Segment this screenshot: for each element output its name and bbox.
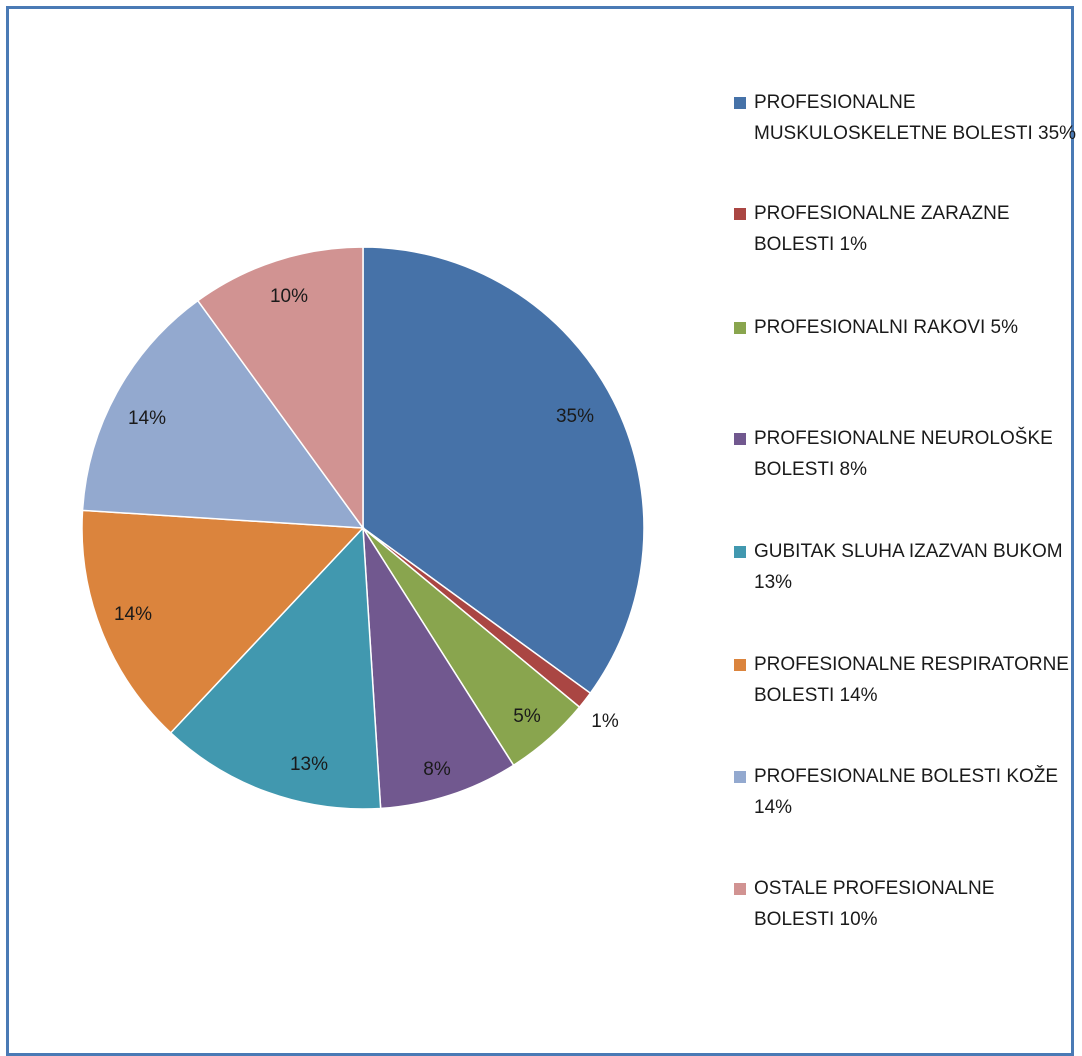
legend-label: OSTALE PROFESIONALNE BOLESTI 10%: [754, 878, 995, 930]
legend-swatch: [734, 659, 746, 671]
legend-swatch: [734, 883, 746, 895]
legend-swatch: [734, 771, 746, 783]
data-label: 10%: [270, 286, 308, 307]
data-label: 1%: [591, 711, 619, 732]
pie-slice: [362, 527, 515, 810]
data-label: 35%: [556, 406, 594, 427]
pie-slice: [196, 246, 364, 531]
legend-label: PROFESIONALNE RESPIRATORNE BOLESTI 14%: [754, 654, 1069, 706]
legend-swatch: [734, 208, 746, 220]
legend-label: PROFESIONALNE NEUROLOŠKE BOLESTI 8%: [754, 428, 1053, 480]
data-label: 14%: [128, 408, 166, 429]
pie-slice: [362, 246, 645, 695]
legend-swatch: [734, 97, 746, 109]
legend-swatch: [734, 433, 746, 445]
data-label: 8%: [423, 759, 451, 780]
legend-swatch: [734, 322, 746, 334]
data-label: 14%: [114, 604, 152, 625]
legend-swatch: [734, 546, 746, 558]
pie-slice: [81, 299, 365, 529]
legend-label: GUBITAK SLUHA IZAZVAN BUKOM 13%: [754, 541, 1063, 593]
data-label: 5%: [513, 706, 541, 727]
data-label: 13%: [290, 754, 328, 775]
pie-slice: [169, 526, 382, 810]
legend-label: PROFESIONALNE BOLESTI KOŽE 14%: [754, 766, 1059, 818]
legend-label: PROFESIONALNE MUSKULOSKELETNE BOLESTI 35…: [754, 92, 1077, 144]
legend-label: PROFESIONALNI RAKOVI 5%: [754, 317, 1018, 338]
legend-label: PROFESIONALNE ZARAZNE BOLESTI 1%: [754, 203, 1010, 255]
pie-slice: [81, 509, 365, 734]
